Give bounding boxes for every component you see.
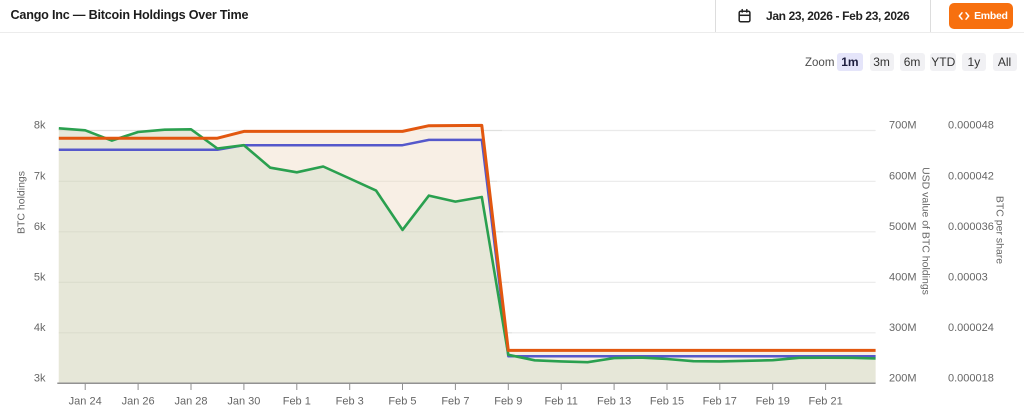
- svg-text:Feb 19: Feb 19: [756, 396, 790, 408]
- svg-text:USD value of BTC holdings: USD value of BTC holdings: [920, 167, 932, 295]
- svg-text:0.000018: 0.000018: [948, 373, 994, 385]
- svg-text:8k: 8k: [34, 120, 46, 132]
- svg-text:Feb 11: Feb 11: [544, 396, 577, 408]
- svg-text:6k: 6k: [34, 221, 46, 233]
- svg-text:Feb 15: Feb 15: [650, 396, 684, 408]
- svg-text:700M: 700M: [889, 120, 917, 132]
- svg-text:4k: 4k: [34, 322, 46, 334]
- svg-text:400M: 400M: [889, 272, 917, 284]
- svg-text:Feb 13: Feb 13: [597, 396, 631, 408]
- svg-text:0.00003: 0.00003: [948, 272, 988, 284]
- svg-text:Feb 7: Feb 7: [441, 396, 469, 408]
- svg-text:Feb 17: Feb 17: [703, 396, 737, 408]
- svg-text:0.000024: 0.000024: [948, 322, 994, 334]
- svg-text:Feb 9: Feb 9: [494, 396, 522, 408]
- svg-text:3k: 3k: [34, 373, 46, 385]
- svg-text:Feb 5: Feb 5: [388, 396, 416, 408]
- svg-text:Jan 28: Jan 28: [174, 396, 207, 408]
- svg-text:Jan 26: Jan 26: [122, 396, 155, 408]
- svg-text:0.000036: 0.000036: [948, 221, 994, 233]
- svg-text:0.000042: 0.000042: [948, 170, 994, 182]
- svg-text:300M: 300M: [889, 322, 917, 334]
- svg-text:0.000048: 0.000048: [948, 120, 994, 132]
- svg-text:Jan 24: Jan 24: [69, 396, 102, 408]
- svg-text:5k: 5k: [34, 272, 46, 284]
- svg-text:Feb 1: Feb 1: [283, 396, 311, 408]
- svg-text:Feb 3: Feb 3: [336, 396, 364, 408]
- svg-text:200M: 200M: [889, 373, 917, 385]
- svg-text:BTC per share: BTC per share: [994, 196, 1006, 264]
- svg-text:Jan 30: Jan 30: [227, 396, 260, 408]
- svg-text:BTC holdings: BTC holdings: [16, 171, 28, 234]
- svg-text:Feb 21: Feb 21: [808, 396, 842, 408]
- svg-text:500M: 500M: [889, 221, 917, 233]
- svg-text:600M: 600M: [889, 170, 917, 182]
- svg-text:7k: 7k: [34, 170, 46, 182]
